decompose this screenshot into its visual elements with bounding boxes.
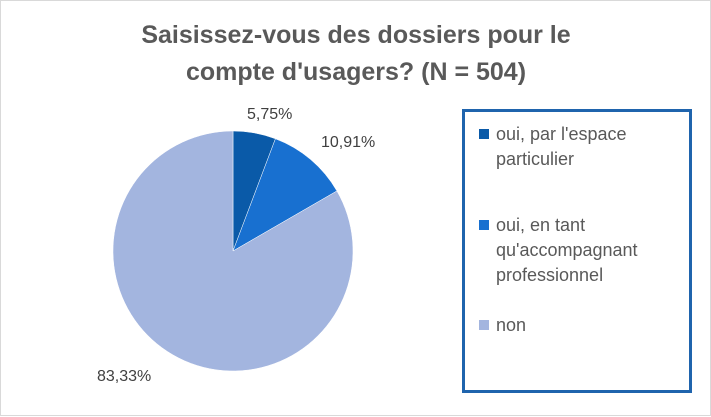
chart-title: Saisissez-vous des dossiers pour le comp… [41,17,671,91]
legend-label-line: qu'accompagnant [496,240,638,260]
legend-label-line: non [496,315,527,335]
data-label-non: 83,33% [97,368,152,385]
chart-title-line-1: Saisissez-vous des dossiers pour le [141,21,571,49]
legend-label: oui, en tant qu'accompagnant professionn… [496,213,696,288]
legend-label: oui, par l'espace particulier [496,122,696,172]
legend-label-line: oui, par l'espace [496,124,627,144]
chart-title-line-2: compte d'usagers? (N = 504) [185,58,527,86]
legend: oui, par l'espace particulier oui, en ta… [462,109,692,393]
data-label-oui-espace-particulier: 5,75% [247,106,293,123]
data-label-oui-accompagnant: 10,91% [321,134,376,151]
legend-label-line: particulier [496,149,575,169]
legend-label-line: oui, en tant [496,215,586,235]
legend-label-line: professionnel [496,265,604,285]
legend-label: non [496,313,696,338]
legend-swatch [479,220,489,230]
slice-oui-accompagnant [232,138,338,252]
legend-swatch [479,129,489,139]
slice-non [112,130,354,372]
legend-swatch [479,320,489,330]
